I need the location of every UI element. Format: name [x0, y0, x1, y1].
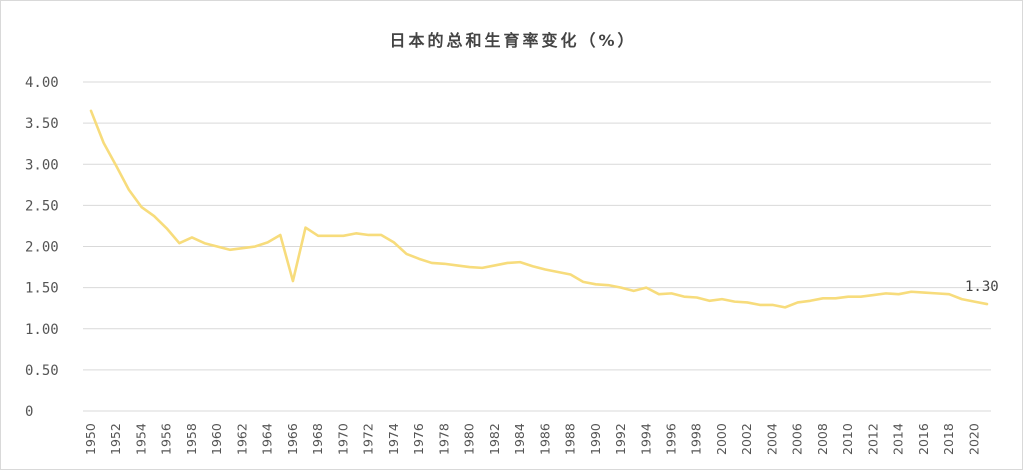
x-tick-label: 2006: [790, 423, 805, 455]
series-lines: [89, 109, 989, 309]
x-tick-label: 1970: [335, 423, 350, 455]
x-tick-label: 1962: [234, 423, 249, 455]
x-tick-label: 2002: [739, 423, 754, 455]
x-tick-label: 1968: [310, 423, 325, 455]
x-tick-label: 2014: [891, 423, 906, 455]
data-label: 1.30: [965, 279, 999, 295]
x-tick-label: 1958: [184, 423, 199, 455]
x-tick-label: 2000: [714, 423, 729, 455]
x-tick-label: 2020: [966, 423, 981, 455]
y-tick-label: 2.00: [25, 240, 59, 256]
x-tick-label: 1966: [285, 423, 300, 455]
y-tick-label: 0: [25, 404, 33, 420]
x-axis-ticks: 1950 1952 1954 1956 1958 1960 1962 1964 1966 1968…: [83, 423, 981, 455]
y-tick-label: 4.00: [25, 75, 59, 91]
x-tick-label: 2018: [941, 423, 956, 455]
x-tick-label: 2010: [840, 423, 855, 455]
x-tick-label: 1988: [563, 423, 578, 455]
x-tick-label: 1986: [537, 423, 552, 455]
x-tick-label: 2016: [916, 423, 931, 455]
y-axis-ticks: 0 0.50 1.00 1.50 2.00 2.50 3.00 3.50 4.00: [25, 75, 59, 420]
x-tick-label: 1960: [209, 423, 224, 455]
x-tick-label: 1980: [462, 423, 477, 455]
y-tick-label: 1.00: [25, 322, 59, 338]
x-tick-label: 1992: [613, 423, 628, 455]
x-tick-label: 1996: [664, 423, 679, 455]
x-tick-label: 1998: [689, 423, 704, 455]
x-tick-label: 1950: [83, 423, 98, 455]
y-tick-label: 3.00: [25, 157, 59, 173]
gridlines: [83, 81, 991, 412]
x-tick-label: 1978: [436, 423, 451, 455]
chart-title: 日本的总和生育率变化（%）: [389, 31, 637, 50]
x-tick-label: 1954: [133, 423, 148, 455]
x-tick-label: 1984: [512, 423, 527, 455]
x-tick-label: 2012: [865, 423, 880, 455]
y-tick-label: 2.50: [25, 198, 59, 214]
x-tick-label: 1994: [638, 423, 653, 455]
x-tick-label: 1976: [411, 423, 426, 455]
x-tick-label: 1972: [361, 423, 376, 455]
x-tick-label: 1982: [487, 423, 502, 455]
x-tick-label: 1956: [159, 423, 174, 455]
x-tick-label: 1952: [108, 423, 123, 455]
y-tick-label: 0.50: [25, 363, 59, 379]
x-tick-label: 1974: [386, 423, 401, 455]
y-tick-label: 3.50: [25, 116, 59, 132]
x-tick-label: 1990: [588, 423, 603, 455]
data-labels: 1.30: [965, 279, 999, 295]
x-tick-label: 2004: [764, 423, 779, 455]
series-line: [89, 109, 989, 309]
x-tick-label: 2008: [815, 423, 830, 455]
y-tick-label: 1.50: [25, 281, 59, 297]
x-tick-label: 1964: [260, 423, 275, 455]
